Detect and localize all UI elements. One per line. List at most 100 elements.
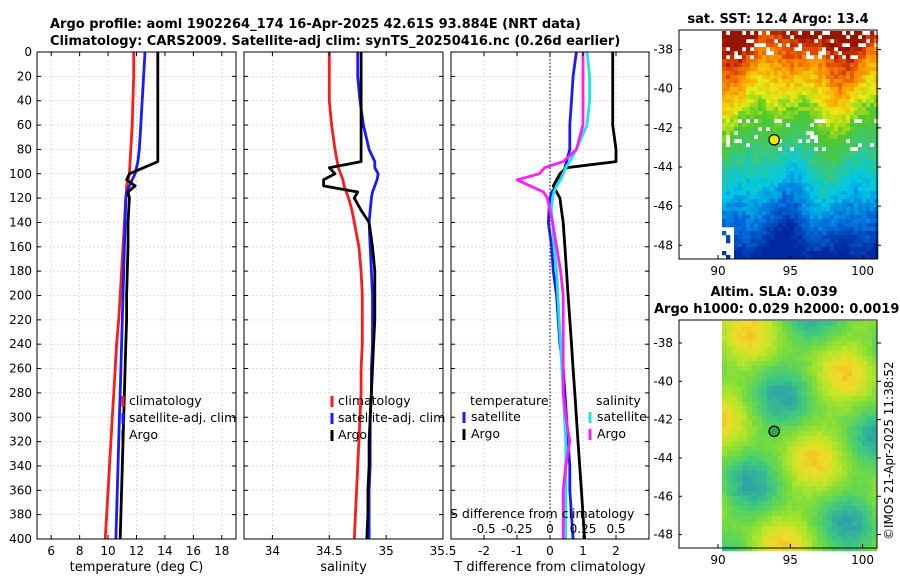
map-cell [734, 39, 739, 44]
map-cell [807, 421, 813, 427]
map-cell [738, 239, 743, 244]
map-cell [742, 446, 748, 452]
map-cell [746, 99, 751, 104]
map-cell [810, 71, 815, 76]
map-cell [854, 35, 859, 40]
map-cell [827, 491, 833, 497]
map-cell [817, 391, 823, 397]
map-cell [862, 386, 868, 392]
map-cell [858, 159, 863, 164]
map-cell [832, 536, 838, 542]
map-cell [807, 496, 813, 502]
map-cell [722, 326, 728, 332]
map-cell [722, 167, 727, 172]
lat-tick-label: -38 [653, 43, 673, 57]
map-cell [827, 541, 833, 547]
map-cell [832, 406, 838, 412]
map-cell [746, 155, 751, 160]
map-cell [757, 476, 763, 482]
map-cell [866, 227, 871, 232]
map-cell [842, 546, 848, 552]
map-cell [874, 63, 879, 68]
map-cell [838, 167, 843, 172]
map-cell [786, 247, 791, 252]
map-cell [786, 99, 791, 104]
map-cell [857, 336, 863, 342]
legend-entry: climatology [338, 393, 411, 408]
map-cell [726, 163, 731, 168]
map-cell [810, 119, 815, 124]
map-cell [810, 207, 815, 212]
map-cell [866, 87, 871, 92]
map-cell [770, 183, 775, 188]
map-cell [814, 191, 819, 196]
map-cell [747, 371, 753, 377]
map-cell [742, 481, 748, 487]
map-cell [790, 107, 795, 112]
x-tick-label: 10 [100, 544, 115, 558]
map-cell [730, 183, 735, 188]
map-cell [798, 219, 803, 224]
map-cell [737, 461, 743, 467]
map-cell [827, 506, 833, 512]
map-cell [802, 336, 808, 342]
map-cell [846, 71, 851, 76]
map-cell [826, 251, 831, 256]
legend-entry: Argo [338, 427, 367, 442]
map-cell [778, 83, 783, 88]
map-cell [802, 346, 808, 352]
map-cell [854, 195, 859, 200]
map-cell [766, 39, 771, 44]
map-cell [870, 71, 875, 76]
map-cell [722, 541, 728, 547]
map-cell [722, 396, 728, 402]
map-cell [742, 223, 747, 228]
map-cell [758, 243, 763, 248]
map-cell [722, 107, 727, 112]
map-cell [822, 501, 828, 507]
map-cell [866, 83, 871, 88]
map-cell [842, 147, 847, 152]
map-cell [734, 151, 739, 156]
map-cell [737, 401, 743, 407]
map-cell [810, 183, 815, 188]
map-cell [802, 43, 807, 48]
map-cell [790, 123, 795, 128]
map-cell [862, 151, 867, 156]
map-cell [827, 426, 833, 432]
map-cell [862, 195, 867, 200]
map-cell [818, 171, 823, 176]
map-cell [727, 371, 733, 377]
map-cell [770, 159, 775, 164]
map-cell [834, 231, 839, 236]
map-cell [807, 521, 813, 527]
map-cell [722, 526, 728, 532]
map-cell [722, 59, 727, 64]
map-cell [802, 95, 807, 100]
map-cell [787, 451, 793, 457]
x-axis-label: T difference from climatology [453, 560, 646, 575]
map-cell [790, 143, 795, 148]
map-cell [862, 501, 868, 507]
map-cell [746, 139, 751, 144]
map-cell [794, 195, 799, 200]
map-cell [806, 219, 811, 224]
map-cell [846, 151, 851, 156]
map-cell [746, 191, 751, 196]
map-cell [866, 231, 871, 236]
map-cell [732, 321, 738, 327]
map-cell [742, 431, 748, 437]
map-cell [802, 466, 808, 472]
series-line-satellite-adj-clim [114, 51, 147, 540]
map-cell [862, 336, 868, 342]
map-cell [757, 496, 763, 502]
map-cell [834, 127, 839, 132]
map-cell [862, 471, 868, 477]
map-cell [772, 461, 778, 467]
map-cell [732, 326, 738, 332]
map-cell [770, 243, 775, 248]
map-cell [738, 115, 743, 120]
map-cell [850, 227, 855, 232]
map-cell [792, 541, 798, 547]
map-cell [827, 476, 833, 482]
